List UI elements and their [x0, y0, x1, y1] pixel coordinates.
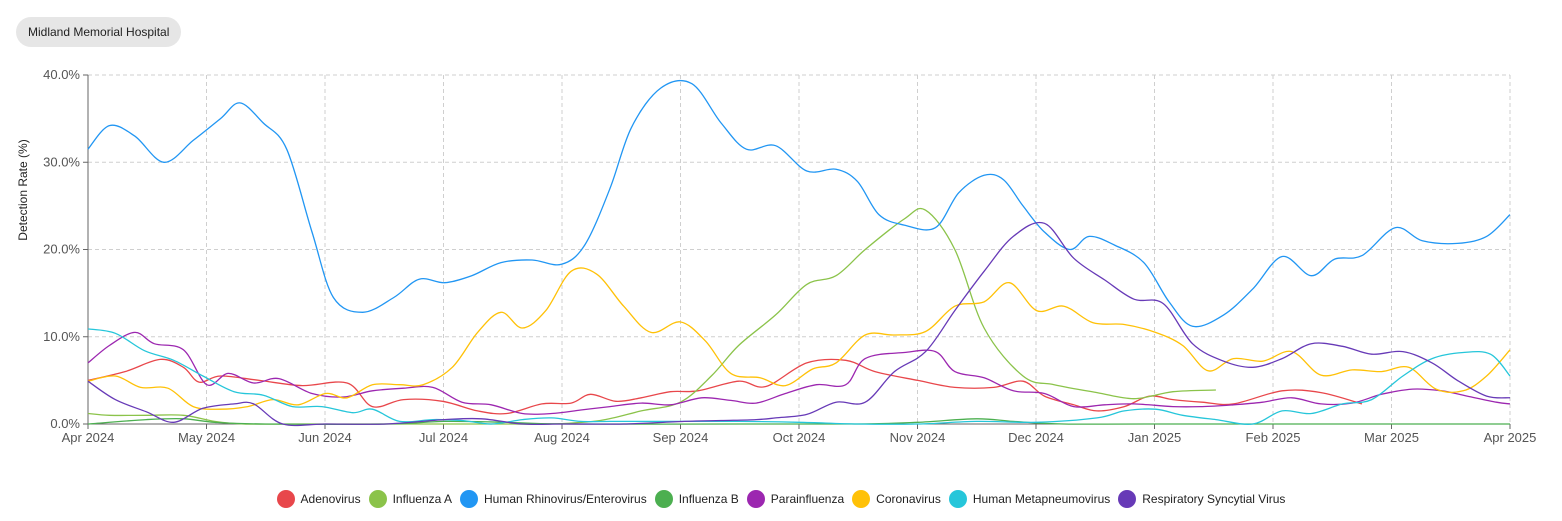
series-line-influenza-b[interactable]	[87, 417, 1510, 425]
hospital-chip[interactable]: Midland Memorial Hospital	[16, 17, 182, 47]
x-tick-label: Jan 2025	[1128, 430, 1182, 445]
y-tick-label: 30.0%	[43, 154, 80, 169]
series-line-influenza-a[interactable]	[87, 207, 1216, 425]
legend-label: Parainfluenza	[770, 492, 845, 506]
series-line-coronavirus[interactable]	[87, 267, 1511, 410]
legend-item[interactable]: Respiratory Syncytial Virus	[1118, 490, 1285, 508]
legend-swatch	[654, 490, 673, 508]
legend-item[interactable]: Coronavirus	[852, 490, 941, 508]
legend-swatch	[852, 490, 871, 508]
x-tick-label: Apr 2025	[1484, 430, 1537, 445]
legend-item[interactable]: Parainfluenza	[746, 490, 845, 508]
x-tick-label: Aug 2024	[534, 430, 590, 445]
legend-label: Respiratory Syncytial Virus	[1142, 492, 1286, 506]
x-tick-label: Jun 2024	[298, 430, 352, 445]
x-tick-label: Oct 2024	[773, 430, 826, 445]
x-tick-label: Sep 2024	[653, 430, 709, 445]
y-tick-label: 10.0%	[43, 329, 80, 344]
legend-swatch	[746, 490, 765, 508]
series-line-parainfluenza[interactable]	[87, 331, 1511, 415]
legend-item[interactable]: Human Rhinovirus/Enterovirus	[459, 490, 647, 508]
legend: Adenovirus Influenza A Human Rhinovirus/En…	[0, 490, 1562, 508]
x-tick-label: Jul 2024	[419, 430, 468, 445]
y-axis-label: Detection Rate (%)	[16, 139, 30, 240]
grid	[88, 74, 1511, 424]
x-tick-label: Dec 2024	[1008, 430, 1064, 445]
y-tick-label: 40.0%	[43, 67, 80, 82]
legend-item[interactable]: Influenza B	[654, 490, 739, 508]
x-tick-label: May 2024	[178, 430, 235, 445]
series-line-human-rhinovirus-enterovirus[interactable]	[87, 79, 1511, 328]
legend-item[interactable]: Human Metapneumovirus	[948, 490, 1111, 508]
legend-swatch	[1118, 490, 1137, 508]
legend-item[interactable]: Adenovirus	[276, 490, 361, 508]
legend-label: Coronavirus	[876, 492, 941, 506]
legend-swatch	[948, 490, 967, 508]
y-tick-label: 0.0%	[50, 416, 80, 431]
legend-label: Adenovirus	[300, 492, 361, 506]
x-tick-label: Feb 2025	[1246, 430, 1301, 445]
legend-label: Human Metapneumovirus	[972, 492, 1111, 506]
legend-swatch	[368, 490, 387, 508]
legend-swatch	[276, 490, 295, 508]
legend-label: Influenza A	[392, 492, 452, 506]
legend-swatch	[459, 490, 478, 508]
x-tick-label: Mar 2025	[1364, 430, 1419, 445]
x-tick-label: Nov 2024	[890, 430, 946, 445]
legend-item[interactable]: Influenza A	[368, 490, 452, 508]
x-tick-label: Apr 2024	[62, 430, 115, 445]
legend-label: Human Rhinovirus/Enterovirus	[483, 492, 647, 506]
series-line-respiratory-syncytial-virus[interactable]	[87, 221, 1511, 427]
line-chart: Apr 2024 May 2024 Jun 2024 Jul 2024 Aug 2024…	[16, 67, 1536, 445]
axes: Apr 2024 May 2024 Jun 2024 Jul 2024 Aug 2024…	[43, 67, 1536, 445]
series-lines	[87, 79, 1511, 427]
y-tick-label: 20.0%	[43, 242, 80, 257]
legend-label: Influenza B	[678, 492, 739, 506]
